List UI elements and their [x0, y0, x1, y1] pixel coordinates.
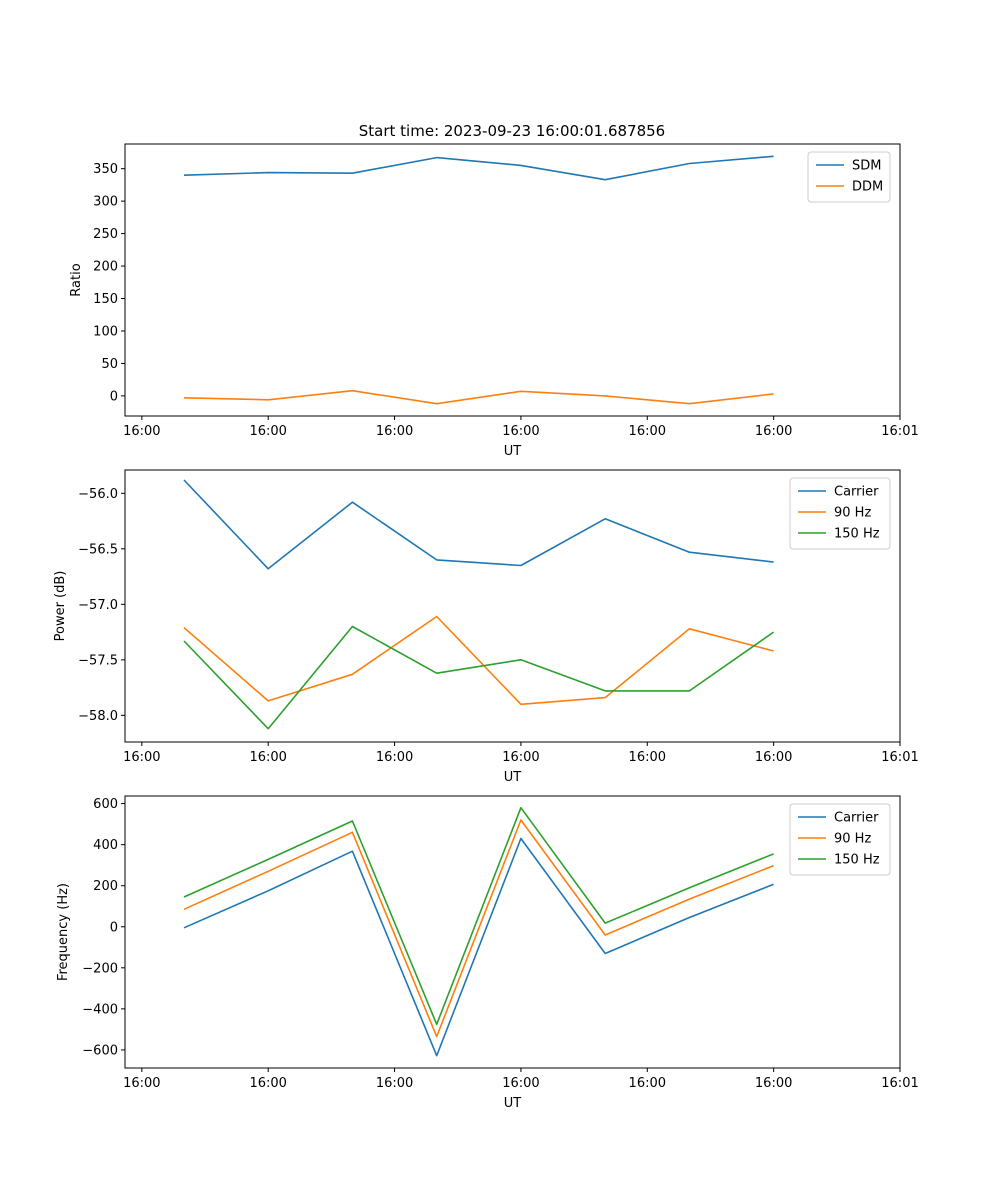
y-tick-label: −200 [82, 961, 118, 976]
axes-frame [124, 469, 901, 743]
y-axis-label: Ratio [69, 263, 84, 296]
y-tick-label: 100 [93, 324, 118, 339]
series-line-carrier [183, 837, 774, 1057]
axes-frame [124, 795, 901, 1069]
legend-label: 90 Hz [834, 832, 871, 847]
y-tick-label: −56.5 [78, 542, 118, 557]
legend-frame [789, 803, 891, 876]
x-tick-label: 16:00 [376, 750, 413, 765]
y-tick-label: 0 [110, 920, 118, 935]
x-tick-label: 16:00 [629, 750, 666, 765]
x-tick-label: 16:01 [881, 424, 918, 439]
legend-label: 150 Hz [834, 527, 880, 542]
y-tick-label: 0 [110, 389, 118, 404]
x-tick-label: 16:00 [376, 1076, 413, 1091]
legend: Carrier 90 Hz 150 Hz [789, 803, 891, 876]
y-tick-label: 300 [93, 195, 118, 210]
y-tick-label: 200 [93, 260, 118, 275]
x-tick-label: 16:00 [502, 750, 539, 765]
x-tick-label: 16:00 [755, 750, 792, 765]
x-axis-label: UT [504, 444, 522, 459]
x-tick-label: 16:00 [249, 750, 286, 765]
x-tick-label: 16:01 [881, 750, 918, 765]
y-axis-label: Power (dB) [53, 571, 68, 642]
legend-label: SDM [852, 159, 881, 174]
chart-panels: 16:00 16:00 16:00 16:00 16:00 16:00 16:01 0 50 10… [53, 143, 919, 1111]
x-tick-label: 16:00 [249, 424, 286, 439]
x-tick-label: 16:00 [755, 1076, 792, 1091]
y-tick-label: −57.5 [78, 653, 118, 668]
figure-title: Start time: 2023-09-23 16:00:01.687856 [359, 122, 665, 140]
x-axis-label: UT [504, 770, 522, 785]
y-tick-label: 200 [93, 879, 118, 894]
x-tick-label: 16:00 [502, 1076, 539, 1091]
x-tick-label: 16:00 [376, 424, 413, 439]
y-tick-label: 50 [101, 357, 118, 372]
legend-label: 90 Hz [834, 506, 871, 521]
x-tick-label: 16:00 [249, 1076, 286, 1091]
x-tick-label: 16:00 [123, 424, 160, 439]
y-tick-label: 400 [93, 838, 118, 853]
series-line-carrier [183, 479, 774, 570]
chart-frequency: 16:00 16:00 16:00 16:00 16:00 16:00 16:01 −600 −… [56, 795, 919, 1111]
y-tick-label: −400 [82, 1002, 118, 1017]
x-tick-label: 16:00 [502, 424, 539, 439]
y-tick-label: −56.0 [78, 487, 118, 502]
x-tick-label: 16:00 [629, 424, 666, 439]
chart-power: 16:00 16:00 16:00 16:00 16:00 16:00 16:01 −58.0… [53, 469, 919, 785]
series-line-90-hz [183, 615, 774, 706]
legend: SDM DDM [807, 151, 891, 203]
y-tick-label: −57.0 [78, 598, 118, 613]
series-line-ddm [183, 389, 774, 405]
legend-label: DDM [852, 180, 883, 195]
axes-frame [124, 143, 901, 417]
chart-ratio: 16:00 16:00 16:00 16:00 16:00 16:00 16:01 0 50 10… [69, 143, 919, 459]
legend-label: Carrier [834, 485, 879, 500]
x-tick-label: 16:00 [629, 1076, 666, 1091]
y-tick-label: 350 [93, 162, 118, 177]
legend-label: Carrier [834, 811, 879, 826]
x-tick-label: 16:00 [123, 750, 160, 765]
y-tick-label: −58.0 [78, 709, 118, 724]
x-axis-label: UT [504, 1096, 522, 1111]
y-tick-label: 150 [93, 292, 118, 307]
series-line-sdm [183, 155, 774, 181]
y-tick-label: 250 [93, 227, 118, 242]
x-tick-label: 16:01 [881, 1076, 918, 1091]
legend-frame [789, 477, 891, 550]
x-tick-label: 16:00 [755, 424, 792, 439]
x-tick-label: 16:00 [123, 1076, 160, 1091]
legend-label: 150 Hz [834, 853, 880, 868]
y-axis-label: Frequency (Hz) [56, 883, 71, 981]
series-line-150-hz [183, 806, 774, 1026]
y-tick-label: −600 [82, 1043, 118, 1058]
legend: Carrier 90 Hz 150 Hz [789, 477, 891, 550]
series-line-90-hz [183, 819, 774, 1038]
series-line-150-hz [183, 625, 775, 730]
y-tick-label: 600 [93, 797, 118, 812]
